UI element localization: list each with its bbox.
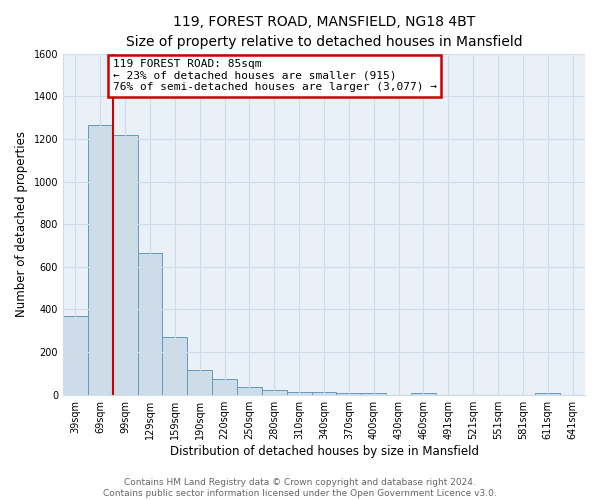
Bar: [411, 392, 436, 394]
Bar: [63, 316, 88, 394]
Text: 119 FOREST ROAD: 85sqm
← 23% of detached houses are smaller (915)
76% of semi-de: 119 FOREST ROAD: 85sqm ← 23% of detached…: [113, 59, 437, 92]
Bar: [187, 370, 212, 394]
Bar: [113, 135, 137, 394]
Bar: [262, 390, 287, 394]
X-axis label: Distribution of detached houses by size in Mansfield: Distribution of detached houses by size …: [170, 444, 479, 458]
Bar: [361, 392, 386, 394]
Text: Contains HM Land Registry data © Crown copyright and database right 2024.
Contai: Contains HM Land Registry data © Crown c…: [103, 478, 497, 498]
Bar: [311, 392, 337, 394]
Bar: [212, 378, 237, 394]
Bar: [163, 337, 187, 394]
Title: 119, FOREST ROAD, MANSFIELD, NG18 4BT
Size of property relative to detached hous: 119, FOREST ROAD, MANSFIELD, NG18 4BT Si…: [126, 15, 523, 48]
Bar: [337, 392, 361, 394]
Bar: [137, 253, 163, 394]
Bar: [237, 386, 262, 394]
Bar: [88, 125, 113, 394]
Bar: [535, 392, 560, 394]
Bar: [287, 392, 311, 394]
Y-axis label: Number of detached properties: Number of detached properties: [15, 132, 28, 318]
